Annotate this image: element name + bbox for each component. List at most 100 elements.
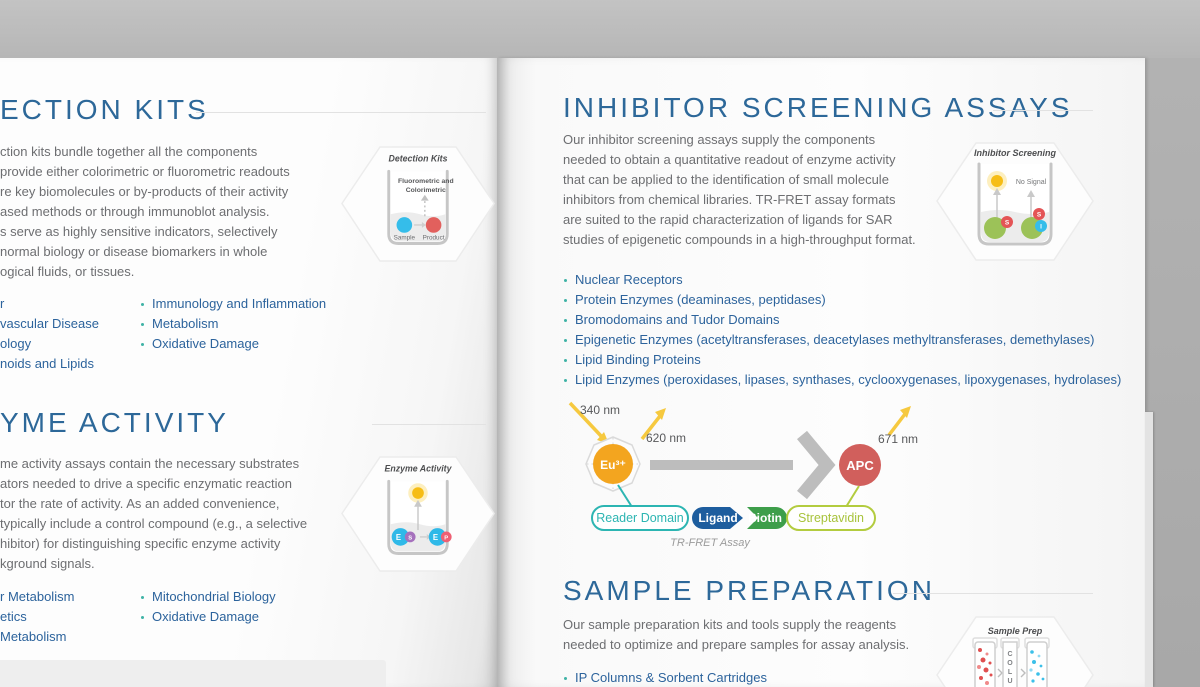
reader-domain-pill: Reader Domain — [596, 511, 684, 525]
bullet-item: Metabolism — [140, 314, 326, 334]
detection-bullets-col1: r vascular Disease ology noids and Lipids — [0, 294, 99, 374]
enzyme-bullets-col1: r Metabolism etics Metabolism — [0, 587, 74, 647]
heading-rule — [893, 593, 1093, 594]
enzyme-letter: E — [396, 533, 401, 542]
paragraph-line: kground signals. — [0, 556, 95, 571]
bullet-item: r Metabolism — [0, 589, 75, 604]
inhibitor-screening-heading: INHIBITOR SCREENING ASSAYS — [563, 92, 1073, 123]
no-signal-label: No Signal — [1016, 179, 1047, 186]
heading-rule — [993, 110, 1093, 111]
bullet-item: Lipid Enzymes (peroxidases, lipases, syn… — [563, 370, 1121, 390]
paragraph-line: tor the rate of activity. As an added co… — [0, 496, 280, 511]
bullet-item: Metabolism — [0, 629, 67, 644]
detection-bullets-col2: Immunology and Inflammation Metabolism Oxi… — [140, 294, 326, 354]
up-arrow-icon — [414, 499, 422, 507]
detection-paragraph: ction kits bundle together all the compo… — [0, 142, 290, 282]
right-arrow-icon — [421, 222, 426, 228]
bullet-item: ology — [0, 336, 32, 351]
paragraph-line: provide either colorimetric or fluoromet… — [0, 164, 290, 179]
right-page: INHIBITOR SCREENING ASSAYS Our inhibitor… — [497, 58, 1145, 687]
up-arrow-icon — [1027, 190, 1035, 197]
paragraph-line: typically include a control compound (e.… — [0, 516, 308, 531]
icon-title: Enzyme Activity — [385, 464, 453, 474]
inhibitor-screening-icon: Inhibitor Screening No Signal S S I — [936, 142, 1094, 261]
paragraph-line: s serve as highly sensitive indicators, … — [0, 224, 278, 239]
column-tube — [1002, 641, 1018, 687]
sample-label: Sample — [394, 235, 416, 242]
paragraph-line: needed to optimize and prepare samples f… — [563, 637, 910, 652]
acceptor-label: APC — [846, 458, 874, 473]
icon-title: Sample Prep — [988, 626, 1043, 636]
streptavidin-pill: Streptavidin — [798, 511, 864, 525]
enzyme-paragraph: me activity assays contain the necessary… — [0, 454, 307, 574]
apc-acceptor — [839, 444, 881, 486]
paragraph-line: are suited to the rapid characterization… — [563, 212, 893, 227]
heading-rule — [372, 424, 486, 425]
bullet-item: Immunology and Inflammation — [140, 294, 326, 314]
inhibitor-paragraph: Our inhibitor screening assays supply th… — [563, 130, 916, 250]
callout-box — [0, 660, 386, 687]
page-under-edge — [1145, 412, 1153, 687]
column-letter: L — [1008, 669, 1013, 676]
inhibitor-bullets: Nuclear Receptors Protein Enzymes (deamin… — [563, 270, 1121, 390]
ligand-pill: Ligand — [698, 511, 737, 525]
bullet-item: Nuclear Receptors — [563, 270, 1121, 290]
up-arrow-icon — [993, 188, 1001, 195]
paragraph-line: that can be applied to the identificatio… — [563, 172, 889, 187]
emission-acceptor-label: 671 nm — [878, 432, 918, 446]
tr-fret-diagram: 340 nm 620 nm Eu³⁺ APC 671 nm — [568, 401, 918, 549]
substrate-letter: S — [1037, 212, 1042, 219]
substrate-letter: S — [408, 535, 412, 541]
paragraph-line: ction kits bundle together all the compo… — [0, 144, 258, 159]
column-letter: U — [1007, 678, 1012, 685]
emission-donor-label: 620 nm — [646, 431, 686, 445]
paragraph-line: me activity assays contain the necessary… — [0, 456, 300, 471]
up-arrow-icon — [420, 194, 429, 201]
bullet-item: IP Columns & Sorbent Cartridges — [563, 668, 767, 687]
sample-preparation-heading: SAMPLE PREPARATION — [563, 575, 935, 606]
column-letter: C — [1007, 651, 1012, 658]
enzyme-activity-heading: YME ACTIVITY — [0, 407, 229, 438]
signal-dot — [412, 487, 424, 499]
right-arrow-icon — [426, 533, 431, 540]
detection-kits-heading: ECTION KITS — [0, 94, 209, 125]
icon-title: Inhibitor Screening — [974, 148, 1057, 158]
paragraph-line: ators needed to drive a specific enzymat… — [0, 476, 292, 491]
right-arrow-icon — [1020, 668, 1026, 678]
bullet-item: Mitochondrial Biology — [140, 587, 276, 607]
biotin-pill: Biotin — [748, 511, 782, 525]
readout-label: Colorimetric — [406, 187, 446, 194]
heading-rule — [196, 112, 486, 113]
bullet-item: Oxidative Damage — [140, 334, 326, 354]
right-arrow-icon — [997, 668, 1003, 678]
enzyme-bullets-col2: Mitochondrial Biology Oxidative Damage — [140, 587, 276, 627]
donor-label: Eu³⁺ — [600, 458, 626, 472]
left-page: ECTION KITS ction kits bundle together a… — [0, 58, 497, 687]
paragraph-line: ogical fluids, or tissues. — [0, 264, 135, 279]
product-label: Product — [423, 235, 445, 242]
sample-prep-bullets: IP Columns & Sorbent Cartridges — [563, 668, 767, 687]
enzyme-activity-icon: Enzyme Activity E S E P — [341, 456, 495, 572]
bullet-item: Lipid Binding Proteins — [563, 350, 1121, 370]
fret-arrow-head-icon — [797, 430, 836, 500]
product-letter: P — [444, 535, 448, 541]
paragraph-line: inhibitors from chemical libraries. TR-F… — [563, 192, 896, 207]
signal-dot — [991, 175, 1003, 187]
bullet-item: Oxidative Damage — [140, 607, 276, 627]
sample-prep-paragraph: Our sample preparation kits and tools su… — [563, 615, 909, 655]
enzyme-letter: E — [433, 533, 438, 542]
column-letter: O — [1007, 660, 1013, 667]
icon-title: Detection Kits — [389, 154, 448, 164]
sample-tube-blue — [1026, 641, 1048, 687]
readout-label: Fluorometric and — [398, 178, 454, 185]
excitation-label: 340 nm — [580, 403, 620, 417]
paragraph-line: re key biomolecules or by-products of th… — [0, 184, 289, 199]
paragraph-line: needed to obtain a quantitative readout … — [563, 152, 896, 167]
europium-donor — [593, 444, 633, 484]
emission-arrow-icon — [655, 408, 666, 420]
paragraph-line: hibitor) for distinguishing specific enz… — [0, 536, 281, 551]
paragraph-line: ased methods or through immunoblot analy… — [0, 204, 270, 219]
bullet-item: Bromodomains and Tudor Domains — [563, 310, 1121, 330]
bullet-item: r — [0, 296, 5, 311]
